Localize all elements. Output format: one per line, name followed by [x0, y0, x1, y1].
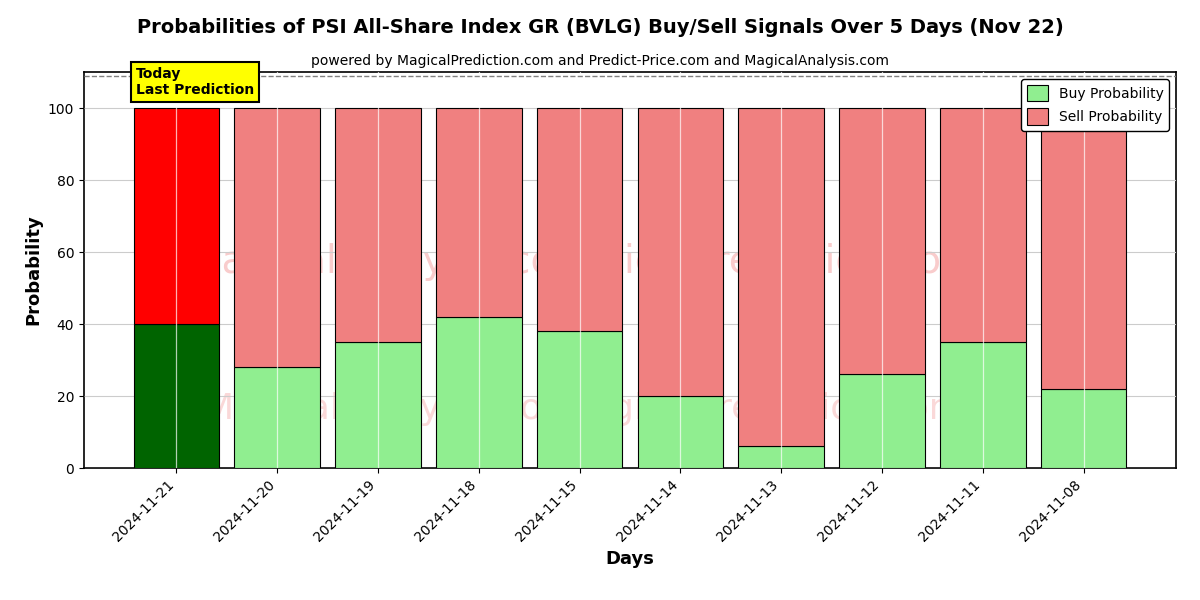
Bar [637, 396, 724, 468]
Bar [738, 108, 824, 446]
Bar [637, 108, 724, 396]
Bar [335, 108, 421, 342]
Bar [436, 317, 522, 468]
Bar [940, 108, 1026, 342]
X-axis label: Days: Days [606, 550, 654, 568]
Bar [133, 108, 220, 324]
Bar [234, 108, 320, 367]
Bar [1040, 108, 1127, 389]
Text: Probabilities of PSI All-Share Index GR (BVLG) Buy/Sell Signals Over 5 Days (Nov: Probabilities of PSI All-Share Index GR … [137, 18, 1063, 37]
Text: MagicalPrediction.com: MagicalPrediction.com [558, 392, 964, 425]
Bar [536, 331, 623, 468]
Bar [839, 108, 925, 374]
Y-axis label: Probability: Probability [24, 215, 42, 325]
Text: MagicalAnalysis.com: MagicalAnalysis.com [202, 392, 577, 425]
Text: MagicalPrediction.com: MagicalPrediction.com [542, 243, 979, 281]
Text: Today
Last Prediction: Today Last Prediction [136, 67, 254, 97]
Bar [839, 374, 925, 468]
Legend: Buy Probability, Sell Probability: Buy Probability, Sell Probability [1021, 79, 1169, 131]
Text: powered by MagicalPrediction.com and Predict-Price.com and MagicalAnalysis.com: powered by MagicalPrediction.com and Pre… [311, 54, 889, 68]
Bar [234, 367, 320, 468]
Bar [940, 342, 1026, 468]
Bar [738, 446, 824, 468]
Bar [536, 108, 623, 331]
Bar [436, 108, 522, 317]
Bar [335, 342, 421, 468]
Text: MagicalAnalysis.com: MagicalAnalysis.com [187, 243, 592, 281]
Bar [1040, 389, 1127, 468]
Bar [133, 324, 220, 468]
